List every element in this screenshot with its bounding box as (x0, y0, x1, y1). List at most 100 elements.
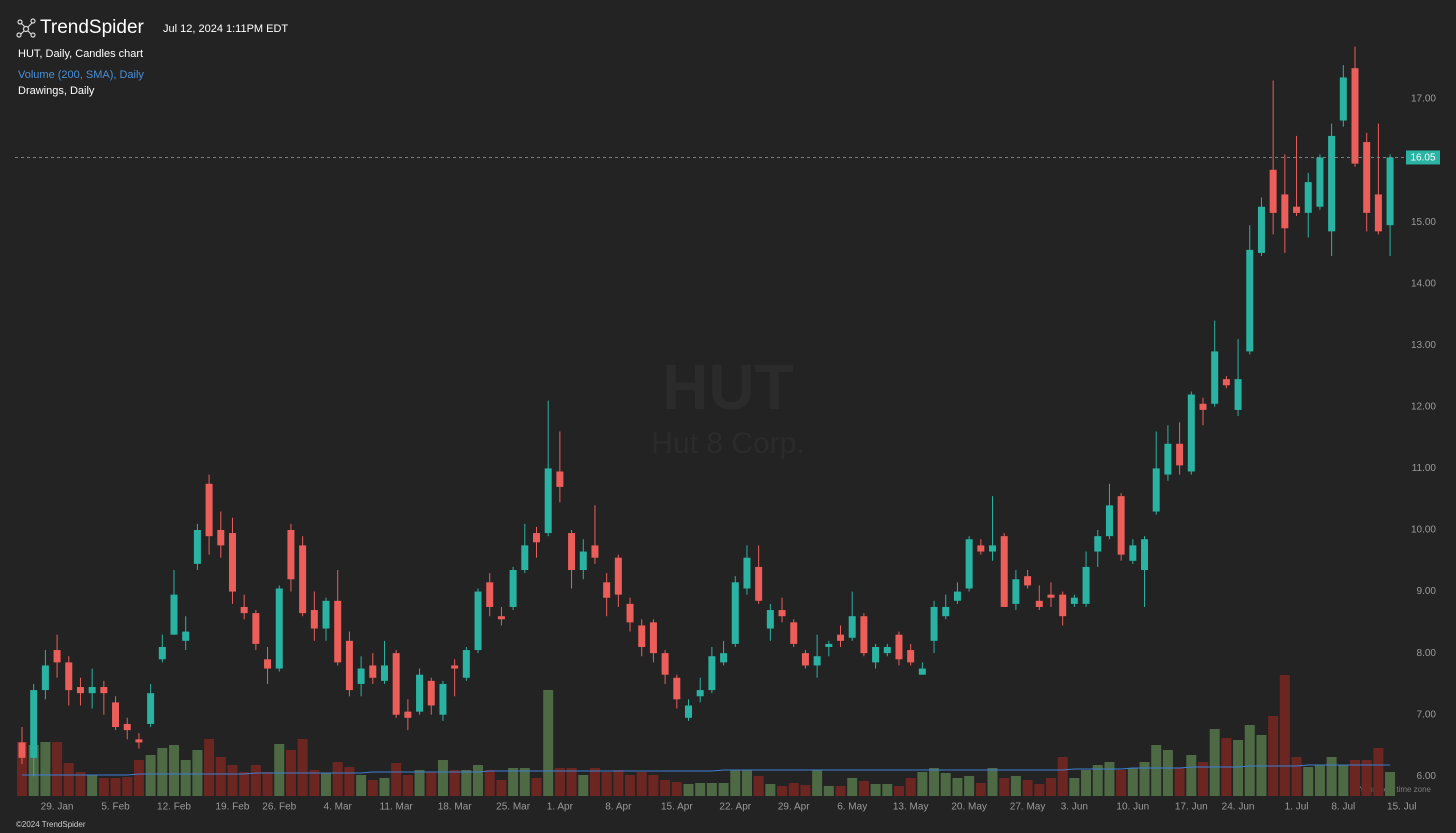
candle (953, 582, 961, 604)
volume-bar (1314, 765, 1325, 796)
candle-body (848, 616, 856, 638)
candle-body (228, 533, 236, 592)
x-tick-label: 8. Apr (605, 802, 632, 813)
candle (112, 696, 120, 731)
x-tick-label: 1. Apr (547, 802, 574, 813)
last-price-label: 16.05 (1410, 153, 1435, 164)
candle-body (544, 468, 552, 534)
volume-bar (917, 772, 928, 796)
candle-body (357, 668, 365, 684)
candle-body (1339, 77, 1347, 121)
candles (18, 46, 1394, 777)
x-tick-label: 4. Mar (324, 802, 353, 813)
volume-bar (1010, 776, 1021, 796)
x-tick-label: 10. Jun (1116, 802, 1149, 813)
volume-bar (239, 772, 250, 796)
y-tick-label: 15.00 (1411, 217, 1436, 228)
volume-bar (531, 778, 542, 796)
candle-body (1351, 68, 1359, 164)
volume-bar (671, 782, 682, 796)
candle (1117, 493, 1125, 561)
candle (1141, 536, 1149, 607)
candle (509, 566, 517, 611)
candle (1000, 533, 1008, 607)
x-tick-label: 19. Feb (216, 802, 250, 813)
x-tick-label: 17. Jun (1175, 802, 1208, 813)
x-tick-label: 29. Jan (41, 802, 74, 813)
candle (930, 600, 938, 654)
candle-body (532, 533, 540, 543)
candle-body (41, 665, 49, 691)
candle-body (1129, 545, 1137, 561)
candle (989, 496, 997, 561)
candle-body (708, 656, 716, 691)
volume-bar (753, 776, 764, 796)
candle (1035, 585, 1043, 611)
candle-body (755, 566, 763, 601)
x-tick-label: 26. Feb (262, 802, 296, 813)
volume-bar (554, 768, 565, 796)
candle (965, 536, 973, 592)
y-tick-label: 13.00 (1411, 340, 1436, 351)
candle-body (1141, 539, 1149, 571)
candle (1374, 123, 1382, 235)
candle (1269, 80, 1277, 235)
volume-bar (484, 770, 495, 796)
candle-body (556, 471, 564, 487)
candle (673, 674, 681, 709)
candle-body (1117, 496, 1125, 555)
candle-body (1059, 594, 1067, 617)
icon-node (30, 18, 36, 24)
volume-bar (75, 772, 86, 796)
candle (217, 511, 225, 558)
volume-bar (1350, 760, 1361, 796)
volume-bar (882, 784, 893, 796)
candle-body (930, 606, 938, 641)
volume-bar (1385, 772, 1396, 796)
volume-bar (309, 770, 320, 796)
volume-bar (402, 775, 413, 796)
candle (1328, 123, 1336, 256)
candle-body (837, 634, 845, 641)
candle-body (813, 656, 821, 666)
candle (1257, 197, 1265, 256)
x-tick-label: 1. Jul (1285, 802, 1309, 813)
volume-sma-line (22, 764, 1391, 776)
candle-body (989, 545, 997, 552)
candle (661, 650, 669, 684)
candle-body (918, 668, 926, 675)
candle (1094, 529, 1102, 567)
x-tick-label: 24. Jun (1222, 802, 1255, 813)
candle (65, 656, 73, 706)
candle (100, 680, 108, 715)
candle (544, 400, 552, 537)
volume-bar (1326, 757, 1337, 796)
candle (474, 588, 482, 654)
candle-body (603, 582, 611, 598)
candle (193, 523, 201, 571)
y-tick-label: 8.00 (1417, 648, 1437, 659)
candle (1070, 594, 1078, 607)
volume-bar (344, 767, 355, 796)
candle (1024, 570, 1032, 589)
volume-bar (87, 775, 98, 796)
candle (837, 625, 845, 647)
candle-body (1386, 157, 1394, 226)
candle (918, 662, 926, 675)
candle-body (322, 600, 330, 629)
x-tick-label: 22. Apr (719, 802, 751, 813)
candle (813, 634, 821, 678)
volume-bar (321, 773, 332, 796)
y-tick-label: 6.00 (1417, 771, 1437, 782)
candle (1293, 135, 1301, 216)
candle-body (100, 687, 108, 694)
candle-body (1199, 403, 1207, 410)
candle-body (743, 557, 751, 589)
candle-body (1024, 576, 1032, 586)
candle (720, 640, 728, 666)
volume-bar (449, 770, 460, 796)
volume-bar (180, 760, 191, 796)
candle-body (778, 610, 786, 617)
